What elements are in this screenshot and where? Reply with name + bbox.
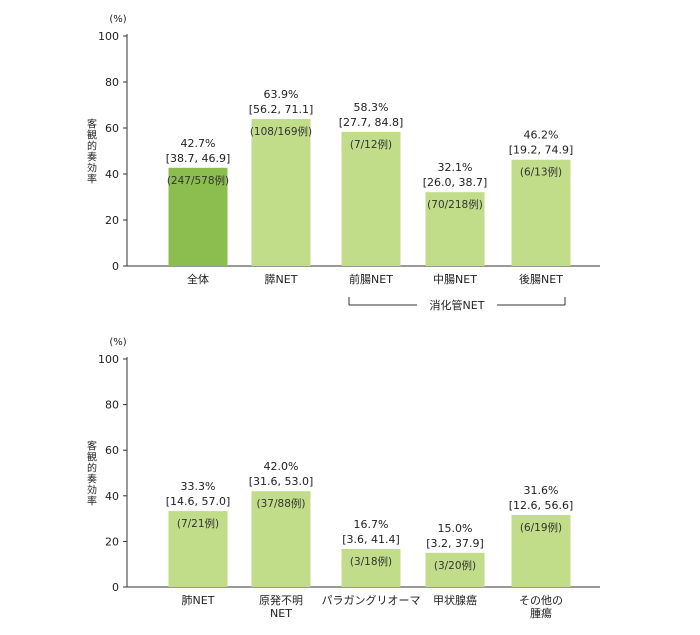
bar <box>425 552 485 587</box>
bar-value-label: 42.7% <box>181 137 216 150</box>
bar-value-label: 46.2% <box>524 129 559 142</box>
bar-count-label: (108/169例) <box>250 125 312 138</box>
bar-count-label: (70/218例) <box>427 198 483 211</box>
bar <box>341 131 401 266</box>
bar-ci-label: [3.6, 41.4] <box>342 533 400 546</box>
x-category-label: 後腸NET <box>519 272 563 286</box>
bar <box>511 159 571 266</box>
x-category-label: パラガングリオーマ <box>322 593 421 607</box>
bar <box>168 511 228 587</box>
bar-value-label: 33.3% <box>181 480 216 493</box>
panel-1-chart: 0 20 40 60 80 100 (%) 客観的奏効率 (247/578例) 42.7% [38.… <box>87 14 600 312</box>
y-axis-title: 客観的奏効率 <box>87 440 97 508</box>
bar-count-label: (247/578例) <box>167 174 229 187</box>
bar-count-label: (37/88例) <box>257 497 306 510</box>
y-tick-label: 100 <box>98 353 119 366</box>
bar-ci-label: [26.0, 38.7] <box>423 176 488 189</box>
x-category-label: 原発不明 <box>259 593 303 607</box>
bar-ci-label: [31.6, 53.0] <box>249 475 314 488</box>
bar-value-label: 15.0% <box>438 522 473 535</box>
bar-value-label: 42.0% <box>264 460 299 473</box>
x-category-label: NET <box>270 607 292 620</box>
bar <box>251 491 311 587</box>
panel-2-chart: 0 20 40 60 80 100 (%) 客観的奏効率 (7/21例) 33.3% [14.6, … <box>87 337 600 620</box>
y-tick-label: 80 <box>105 399 119 412</box>
group-bracket-label: 消化管NET <box>430 298 485 312</box>
bar-count-label: (7/21例) <box>177 517 219 530</box>
bar-count-label: (3/20例) <box>434 559 476 572</box>
x-category-label: 腫瘍 <box>530 606 552 620</box>
x-category-label: 膵NET <box>265 273 298 286</box>
y-tick-label: 20 <box>105 535 119 548</box>
x-category-label: 全体 <box>187 272 209 286</box>
y-unit-label: (%) <box>109 14 126 25</box>
bar-ci-label: [3.2, 37.9] <box>426 537 484 550</box>
bar-value-label: 63.9% <box>264 88 299 101</box>
y-tick-label: 60 <box>105 444 119 457</box>
x-category-label: 中腸NET <box>433 273 477 286</box>
bar <box>341 548 401 587</box>
bar-ci-label: [12.6, 56.6] <box>509 499 574 512</box>
x-category-label: その他の <box>519 594 563 607</box>
y-tick-label: 20 <box>105 214 119 227</box>
bar-ci-label: [27.7, 84.8] <box>339 116 404 129</box>
bar-ci-label: [56.2, 71.1] <box>249 103 314 116</box>
bar-value-label: 16.7% <box>354 518 389 531</box>
bar-value-label: 32.1% <box>438 161 473 174</box>
y-tick-label: 100 <box>98 30 119 43</box>
bar-ci-label: [14.6, 57.0] <box>166 495 231 508</box>
y-tick-label: 0 <box>112 581 119 594</box>
bar-count-label: (6/19例) <box>520 521 562 534</box>
bar-count-label: (7/12例) <box>350 138 392 151</box>
y-tick-label: 40 <box>105 168 119 181</box>
y-tick-label: 80 <box>105 76 119 89</box>
y-tick-label: 0 <box>112 260 119 273</box>
x-category-label: 肺NET <box>182 594 215 607</box>
bar <box>251 119 311 266</box>
y-tick-label: 60 <box>105 122 119 135</box>
y-unit-label: (%) <box>109 337 126 348</box>
x-category-label: 前腸NET <box>349 272 393 286</box>
y-tick-label: 40 <box>105 490 119 503</box>
bar <box>425 192 485 266</box>
y-axis-title: 客観的奏効率 <box>87 118 97 186</box>
bar-count-label: (6/13例) <box>520 166 562 179</box>
bar-ci-label: [19.2, 74.9] <box>509 144 574 157</box>
bar-value-label: 58.3% <box>354 101 389 114</box>
x-category-label: 甲状腺癌 <box>433 593 477 607</box>
bar <box>511 514 571 587</box>
bar <box>168 167 228 266</box>
bar-count-label: (3/18例) <box>350 555 392 568</box>
bar-ci-label: [38.7, 46.9] <box>166 152 231 165</box>
bar-value-label: 31.6% <box>524 484 559 497</box>
